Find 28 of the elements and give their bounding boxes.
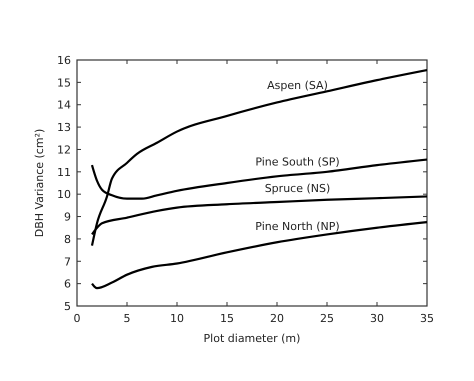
- x-tick-label: 0: [74, 312, 80, 325]
- x-tick-label: 35: [420, 312, 434, 325]
- series-label: Spruce (NS): [264, 182, 330, 196]
- y-tick-label: 12: [57, 143, 71, 156]
- x-tick-label: 10: [170, 312, 184, 325]
- x-tick-label: 15: [220, 312, 234, 325]
- y-tick-label: 8: [64, 232, 71, 246]
- x-tick-label: 30: [370, 312, 384, 325]
- y-tick-label: 15: [57, 76, 71, 90]
- series-label: Pine North (NP): [255, 220, 340, 234]
- x-tick-label: 5: [124, 312, 130, 325]
- y-tick-label: 13: [57, 121, 71, 134]
- x-tick-label: 25: [320, 312, 334, 325]
- x-axis-title: Plot diameter (m): [204, 332, 300, 345]
- series-label: Aspen (SA): [267, 78, 328, 92]
- y-tick-label: 14: [57, 98, 71, 112]
- x-tick-label: 20: [270, 312, 284, 325]
- y-tick-label: 6: [64, 278, 71, 291]
- y-tick-label: 10: [57, 188, 71, 202]
- y-tick-label: 9: [64, 210, 71, 224]
- y-tick-label: 11: [57, 166, 71, 179]
- series-label: Pine South (SP): [255, 155, 340, 168]
- y-tick-label: 7: [64, 255, 71, 268]
- y-tick-label: 16: [57, 54, 71, 67]
- y-axis-title: DBH Variance (cm²): [33, 128, 46, 238]
- line-series: [90, 68, 428, 247]
- y-tick-label: 5: [64, 300, 71, 313]
- line-series: [90, 221, 428, 290]
